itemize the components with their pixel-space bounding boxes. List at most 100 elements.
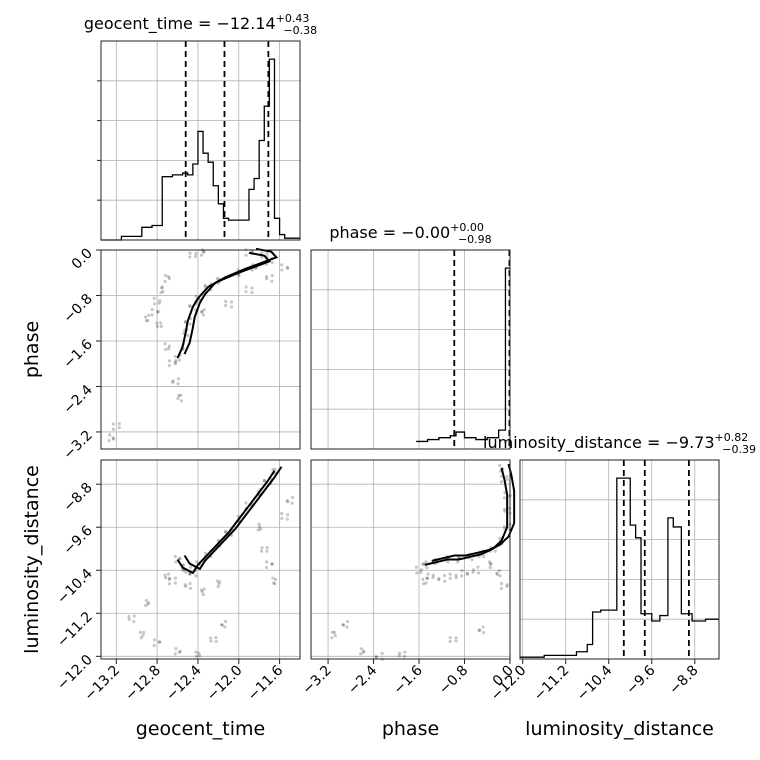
scatter-point bbox=[177, 394, 181, 398]
title-sub: −0.38 bbox=[283, 24, 317, 37]
scatter-point bbox=[218, 580, 222, 584]
y-tick-label: −8.8 bbox=[60, 480, 95, 515]
scatter-point bbox=[147, 601, 151, 605]
scatter-point bbox=[173, 354, 177, 359]
y-tick-label: −10.4 bbox=[54, 566, 96, 608]
scatter-point bbox=[437, 578, 441, 582]
scatter-point bbox=[280, 516, 284, 520]
scatter-point bbox=[431, 573, 435, 577]
title-main: phase = −0.00 bbox=[329, 223, 450, 242]
scatter-point bbox=[194, 650, 198, 654]
scatter-point bbox=[197, 651, 201, 655]
scatter-point bbox=[117, 422, 121, 426]
scatter-point bbox=[286, 513, 290, 517]
scatter-point bbox=[183, 320, 187, 324]
scatter-point bbox=[164, 576, 168, 580]
histogram-luminosity_distance: luminosity_distance = −9.73+0.82 −0.39 bbox=[483, 431, 756, 660]
panel-frame bbox=[100, 459, 301, 660]
scatter-point bbox=[144, 598, 148, 603]
scatter-point bbox=[448, 576, 452, 580]
x-tick-label: −12.0 bbox=[204, 663, 246, 705]
scatter-point bbox=[177, 358, 182, 362]
scatter-point bbox=[167, 277, 171, 281]
scatter-point bbox=[422, 562, 426, 566]
scatter-point bbox=[425, 565, 429, 570]
scatter-point bbox=[215, 276, 219, 280]
scatter-point bbox=[141, 634, 145, 638]
scatter-point bbox=[161, 290, 165, 294]
scatter-point bbox=[223, 303, 228, 308]
scatter-point bbox=[179, 399, 184, 403]
scatter-point bbox=[454, 573, 458, 577]
contour-line bbox=[183, 466, 283, 571]
scatter-point bbox=[152, 296, 156, 300]
y-tick-label: −3.2 bbox=[60, 427, 95, 462]
scatter-point bbox=[224, 299, 228, 303]
scatter-point bbox=[194, 254, 198, 259]
scatter-point bbox=[437, 576, 441, 581]
scatter-point bbox=[188, 586, 193, 590]
scatter-point bbox=[203, 283, 207, 287]
scatter-point bbox=[265, 546, 269, 550]
scatter-point bbox=[330, 636, 334, 640]
scatter-point bbox=[216, 585, 220, 589]
scatter-point bbox=[498, 463, 502, 468]
scatter-point bbox=[167, 364, 172, 368]
scatter-point bbox=[188, 255, 192, 259]
histogram-frame bbox=[310, 249, 511, 450]
scatter-point bbox=[487, 560, 492, 564]
scatter-point bbox=[260, 546, 264, 550]
scatter-point bbox=[164, 347, 168, 351]
y-axis-phase: −3.2 −2.4 −1.6 −0.8 0.0 phase bbox=[21, 246, 101, 463]
scatter-point bbox=[272, 581, 276, 585]
scatter-point bbox=[184, 570, 188, 574]
scatter-point bbox=[163, 279, 167, 283]
scatter-point bbox=[443, 579, 447, 583]
scatter-point bbox=[167, 572, 171, 576]
scatter-point bbox=[465, 572, 469, 576]
scatter-point bbox=[262, 478, 266, 483]
scatter-point bbox=[171, 379, 175, 383]
title-main: geocent_time = −12.14 bbox=[84, 14, 276, 34]
scatter-point bbox=[280, 263, 284, 267]
scatter-point bbox=[495, 571, 499, 575]
contour-line bbox=[431, 463, 516, 562]
panel-title-geocent_time: geocent_time = −12.14+0.43 −0.38 bbox=[84, 12, 317, 37]
scatter-point bbox=[203, 551, 208, 555]
scatter-point bbox=[244, 253, 248, 257]
scatter-point bbox=[159, 324, 163, 328]
scatter-point bbox=[183, 583, 187, 587]
scatter-point bbox=[280, 268, 284, 272]
scatter-point bbox=[214, 639, 218, 644]
scatter-point bbox=[422, 582, 426, 586]
x-tick-label: −1.6 bbox=[391, 662, 426, 697]
scatter-point bbox=[156, 309, 160, 313]
scatter-point bbox=[454, 636, 458, 640]
scatter-point bbox=[426, 576, 430, 580]
scatter-point bbox=[178, 649, 182, 653]
scatter-point bbox=[257, 522, 261, 526]
histogram-frame bbox=[100, 40, 301, 241]
y-tick-label: 0.0 bbox=[69, 246, 96, 273]
histogram-step-phase bbox=[416, 267, 510, 443]
scatter-point bbox=[270, 261, 274, 265]
scatter-point bbox=[397, 654, 401, 658]
scatter-point bbox=[199, 588, 204, 592]
scatter-point bbox=[224, 619, 228, 624]
scatter-point bbox=[498, 536, 502, 541]
scatter-point bbox=[414, 565, 418, 569]
title-sup: +0.00 bbox=[450, 221, 484, 234]
scatter-point bbox=[424, 560, 428, 564]
scatter-point bbox=[256, 528, 260, 532]
scatter-point bbox=[476, 565, 480, 569]
scatter-point bbox=[264, 275, 269, 279]
x-tick-label: −3.2 bbox=[300, 663, 335, 698]
scatter-point bbox=[158, 640, 162, 644]
scatter-point bbox=[265, 549, 269, 553]
x-tick-label: −9.6 bbox=[623, 662, 658, 697]
scatter-point bbox=[188, 322, 192, 326]
scatter-point bbox=[271, 576, 275, 580]
scatter-point bbox=[215, 579, 219, 583]
scatter-point bbox=[425, 576, 429, 580]
scatter-point bbox=[286, 500, 290, 504]
